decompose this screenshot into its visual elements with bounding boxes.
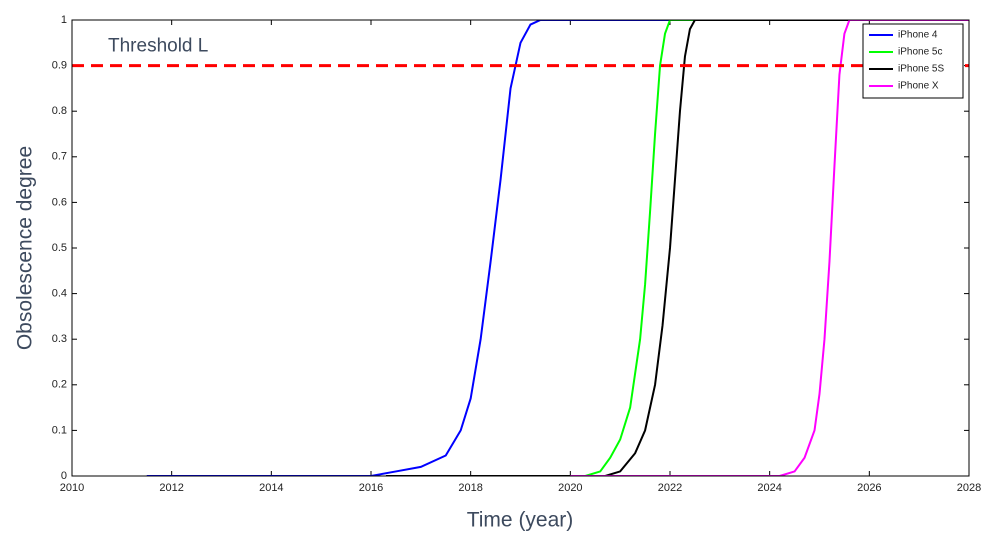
x-tick-label: 2024: [757, 482, 781, 494]
y-tick-label: 0.7: [52, 151, 67, 163]
y-tick-label: 0: [61, 470, 67, 482]
y-tick-label: 0.5: [52, 242, 67, 254]
y-tick-label: 0.2: [52, 379, 67, 391]
y-tick-label: 0.3: [52, 333, 67, 345]
y-axis-label: Obsolescence degree: [14, 146, 37, 350]
legend-label: iPhone 5c: [898, 47, 942, 58]
x-axis-label: Time (year): [467, 509, 574, 532]
x-tick-label: 2028: [957, 482, 981, 494]
y-tick-label: 0.4: [52, 288, 67, 300]
legend-label: iPhone 5S: [898, 64, 944, 75]
data-line: [570, 20, 969, 476]
x-tick-label: 2020: [558, 482, 582, 494]
threshold-label: Threshold L: [108, 36, 208, 57]
x-tick-label: 2022: [658, 482, 682, 494]
data-line: [385, 20, 969, 476]
data-line: [385, 20, 969, 476]
y-tick-label: 1: [61, 14, 67, 26]
y-tick-label: 0.6: [52, 196, 67, 208]
legend-label: iPhone X: [898, 81, 939, 92]
x-tick-label: 2016: [359, 482, 383, 494]
y-tick-label: 0.9: [52, 60, 67, 72]
x-tick-label: 2018: [458, 482, 482, 494]
x-tick-label: 2012: [159, 482, 183, 494]
x-tick-label: 2014: [259, 482, 283, 494]
plot-frame: [71, 19, 970, 477]
data-line: [146, 20, 969, 476]
legend-label: iPhone 4: [898, 30, 938, 41]
x-tick-label: 2010: [60, 482, 84, 494]
x-tick-label: 2026: [857, 482, 881, 494]
y-tick-label: 0.1: [52, 424, 67, 436]
y-tick-label: 0.8: [52, 105, 67, 117]
